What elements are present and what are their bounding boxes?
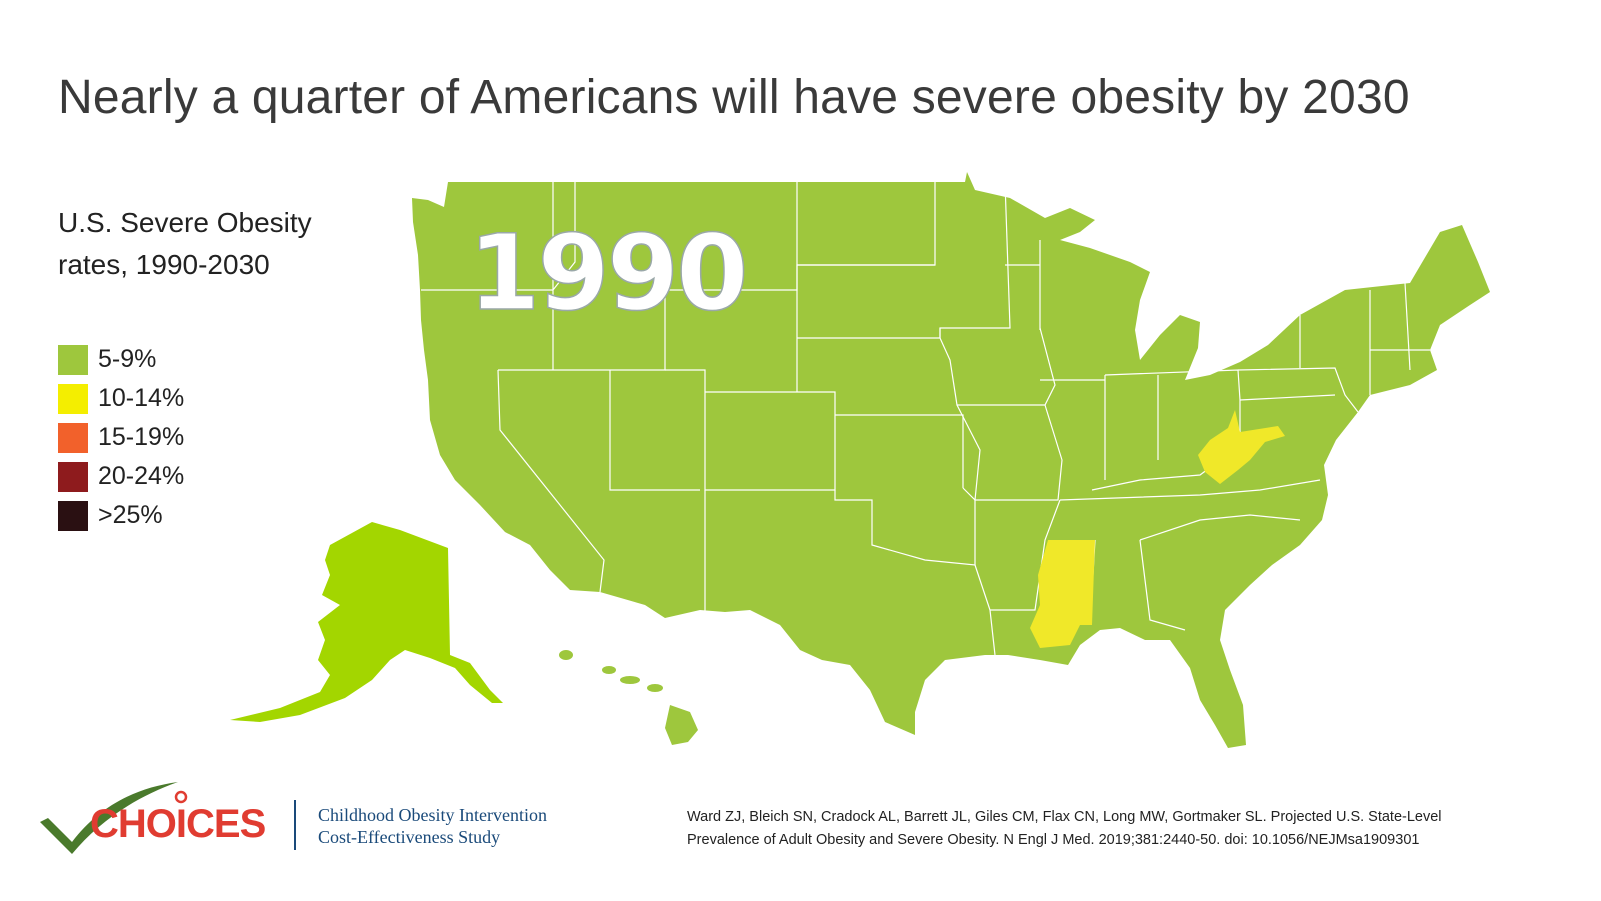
legend-label: >25% [98, 501, 163, 529]
legend-item: 15-19% [58, 418, 184, 457]
legend-item: 10-14% [58, 379, 184, 418]
logo-subtitle-line1: Childhood Obesity Intervention [318, 805, 547, 825]
legend-swatch [58, 344, 88, 375]
contiguous-us [412, 172, 1490, 748]
legend-swatch [58, 422, 88, 453]
page-title: Nearly a quarter of Americans will have … [58, 71, 1410, 124]
state-west-virginia [1198, 410, 1285, 484]
legend-label: 20-24% [98, 462, 185, 490]
logo-subtitle-line2: Cost-Effectiveness Study [318, 827, 501, 847]
legend-swatch [58, 461, 88, 492]
citation-line2: Prevalence of Adult Obesity and Severe O… [687, 832, 1420, 848]
legend-swatch [58, 500, 88, 531]
legend-item: >25% [58, 496, 184, 535]
state-borders [421, 181, 1430, 656]
logo-divider [294, 800, 296, 850]
year-label: 1990 [467, 211, 749, 335]
logo-subtitle: Childhood Obesity Intervention Cost-Effe… [318, 804, 547, 848]
citation-line1: Ward ZJ, Bleich SN, Cradock AL, Barrett … [687, 809, 1442, 825]
legend-item: 20-24% [58, 457, 184, 496]
legend-swatch [58, 383, 88, 414]
legend: 5-9% 10-14% 15-19% 20-24% >25% [58, 340, 184, 535]
legend-label: 15-19% [98, 423, 185, 451]
state-mississippi [1030, 540, 1095, 648]
state-alaska [230, 522, 503, 722]
legend-label: 10-14% [98, 384, 185, 412]
citation: Ward ZJ, Bleich SN, Cradock AL, Barrett … [687, 806, 1587, 852]
logo-wordmark: CHOICES [90, 802, 266, 846]
legend-item: 5-9% [58, 340, 184, 379]
legend-label: 5-9% [98, 345, 157, 373]
state-hawaii [559, 650, 698, 745]
choices-checkmark-logo [40, 782, 188, 854]
legend-title: U.S. Severe Obesity rates, 1990-2030 [58, 207, 312, 280]
